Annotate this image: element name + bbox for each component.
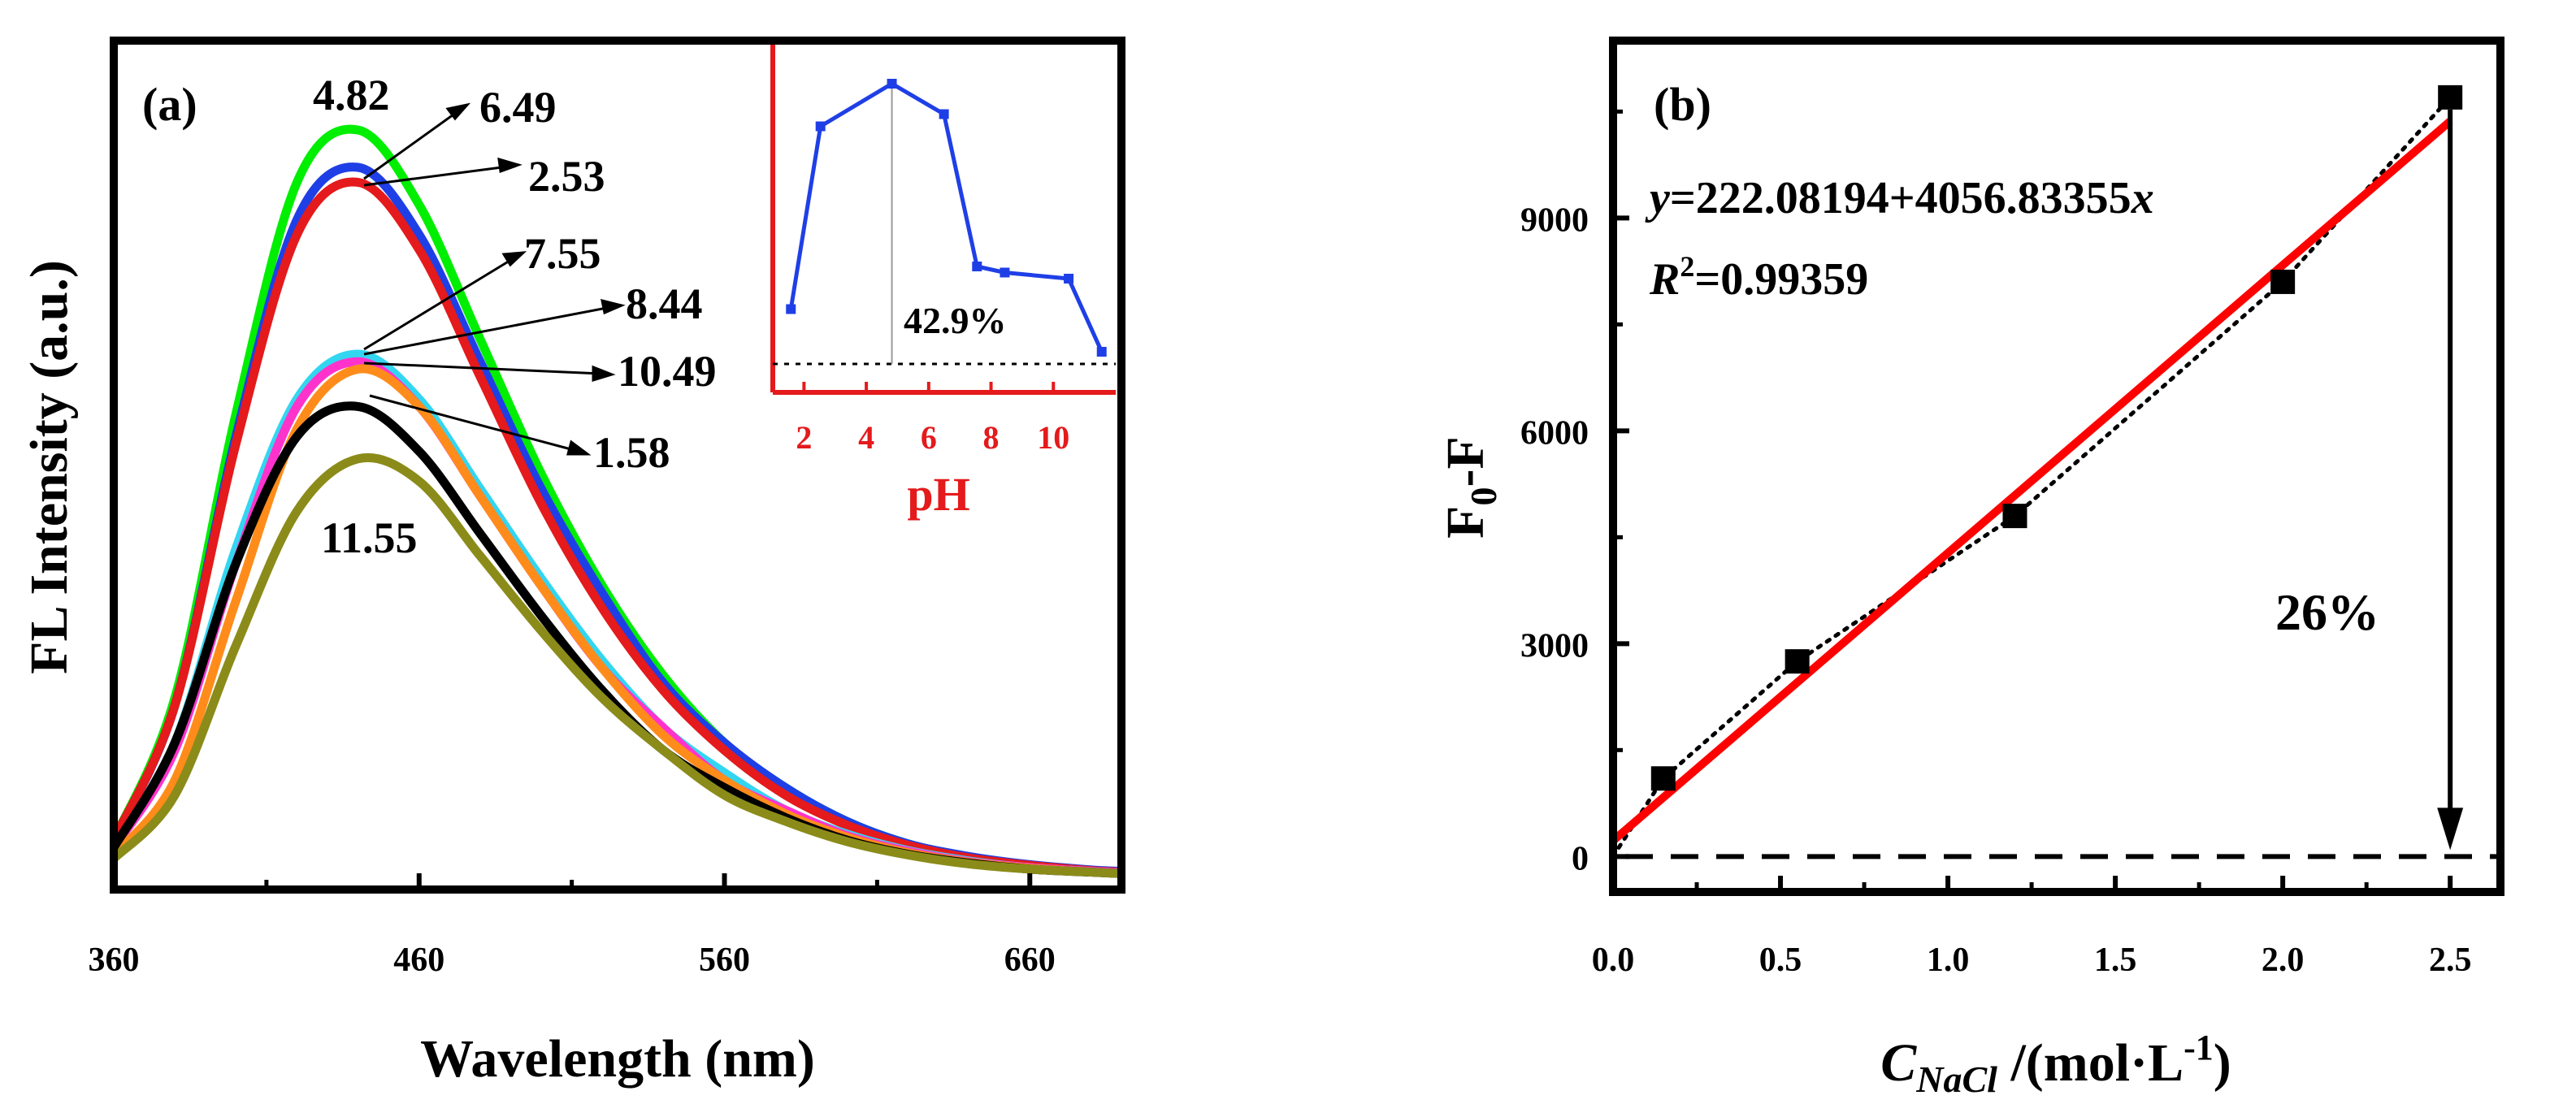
panel-b: 0.0 0.5 1.0 1.5 2.0 2.5 0 3000 6000 9000 (b) y=22…: [1436, 37, 2504, 1100]
b-y-tick-label: 3000: [1520, 627, 1589, 665]
spectrum-ph-11-55: [118, 452, 1117, 878]
peak-label-8-44: 8.44: [626, 279, 703, 328]
data-point: [2438, 84, 2463, 110]
b-x-tick-label: 0.5: [1759, 942, 1802, 979]
arrow-label: 26%: [2275, 583, 2379, 641]
inset-x-tick-label: 8: [983, 419, 1000, 456]
a-curves: [118, 124, 1117, 878]
a-x-tick-label: 660: [1004, 942, 1056, 979]
b-x-tick-label: 2.5: [2429, 942, 2472, 979]
panel-b-frame: [1609, 37, 2504, 896]
inset-x-title: pH: [907, 468, 969, 521]
peak-label-11-55: 11.55: [321, 513, 418, 562]
inset-annotation: 42.9%: [904, 300, 1007, 341]
fit-equation: y=222.08194+4056.83355x: [1645, 173, 2154, 223]
inset-point: [939, 109, 949, 119]
y-title-main: F: [1436, 505, 1495, 538]
peak-label-2-53: 2.53: [528, 152, 605, 201]
inset-x-axis: 2 4 6 8 10: [796, 382, 1069, 456]
x-title-main: C: [1880, 1033, 1917, 1093]
peak-label-7-55: 7.55: [524, 229, 601, 278]
b-y-tick-label: 0: [1572, 840, 1589, 877]
data-point: [2002, 504, 2027, 529]
panel-a-frame: [110, 37, 1125, 894]
x-title-end: ): [2214, 1033, 2231, 1093]
a-peak-annotations: 4.82 6.49 2.53 7.55 8.44 10.49 1.58 11.5…: [313, 71, 717, 562]
eq-y: y: [1645, 173, 1671, 223]
x-title-sub: NaCl: [1915, 1059, 1997, 1100]
eq-body: =222.08194+4056.83355: [1670, 173, 2131, 223]
inset-point: [786, 304, 796, 314]
peak-label-6-49: 6.49: [479, 83, 557, 132]
data-point: [1785, 649, 1810, 674]
drop-arrow-head: [2437, 807, 2464, 851]
peak-label-1-58: 1.58: [593, 428, 670, 477]
x-title-sup: -1: [2184, 1028, 2214, 1067]
inset-x-tick-label: 10: [1037, 419, 1069, 456]
b-plot: [1617, 84, 2496, 859]
inset-point: [815, 121, 826, 132]
b-y-tick-label: 6000: [1520, 414, 1589, 452]
inset-point: [972, 262, 982, 271]
r2-value: =0.99359: [1694, 254, 1868, 305]
b-panel-tag: (b): [1654, 78, 1711, 131]
b-x-tick-label: 1.5: [2094, 942, 2137, 979]
data-point: [1650, 766, 1676, 791]
r-squared: R2=0.99359: [1649, 250, 1868, 305]
y-title-rest: -F: [1436, 436, 1495, 487]
ph-inset: 2 4 6 8 10 42.9% pH: [770, 45, 1116, 521]
data-point: [2270, 269, 2296, 294]
inset-point: [1064, 274, 1074, 284]
a-x-tick-label: 460: [393, 942, 445, 979]
peak-label-10-49: 10.49: [618, 347, 717, 396]
peak-label-4-82: 4.82: [313, 71, 390, 119]
a-y-axis-title: FL Intensity (a.u.): [20, 260, 79, 674]
b-y-axis-title: F0-F: [1436, 436, 1504, 539]
peak-arrows: [363, 102, 626, 456]
r2-sup: 2: [1680, 250, 1694, 283]
r2-main: R: [1649, 254, 1680, 305]
b-y-tick-label: 9000: [1520, 201, 1589, 239]
inset-point: [887, 79, 897, 89]
a-panel-tag: (a): [142, 78, 197, 131]
x-title-rest: /(mol·L: [1997, 1033, 2184, 1093]
inset-series: [786, 79, 1107, 357]
a-x-tick-label: 560: [699, 942, 750, 979]
y-title-sub: 0: [1463, 487, 1504, 505]
b-axes: 0.0 0.5 1.0 1.5 2.0 2.5 0 3000 6000 9000: [1520, 109, 2472, 979]
inset-x-tick-label: 4: [858, 419, 874, 456]
eq-x: x: [2131, 173, 2154, 223]
inset-point: [1000, 267, 1010, 278]
inset-line: [788, 81, 1104, 353]
b-x-tick-label: 1.0: [1927, 942, 1970, 979]
inset-x-tick-label: 2: [796, 419, 812, 456]
b-x-tick-label: 2.0: [2262, 942, 2305, 979]
b-x-axis-title: CNaCl /(mol·L-1): [1880, 1028, 2231, 1100]
panel-a: 360 460 560 660 (a) Wavelength (nm) FL Inte…: [20, 37, 1125, 1089]
inset-point: [1096, 347, 1107, 357]
fit-line: [1617, 118, 2453, 843]
inset-x-tick-label: 6: [921, 419, 937, 456]
a-x-tick-label: 360: [89, 942, 140, 979]
b-x-tick-label: 0.0: [1592, 942, 1635, 979]
a-x-axis: 360 460 560 660: [89, 873, 1056, 979]
a-x-axis-title: Wavelength (nm): [420, 1029, 815, 1089]
